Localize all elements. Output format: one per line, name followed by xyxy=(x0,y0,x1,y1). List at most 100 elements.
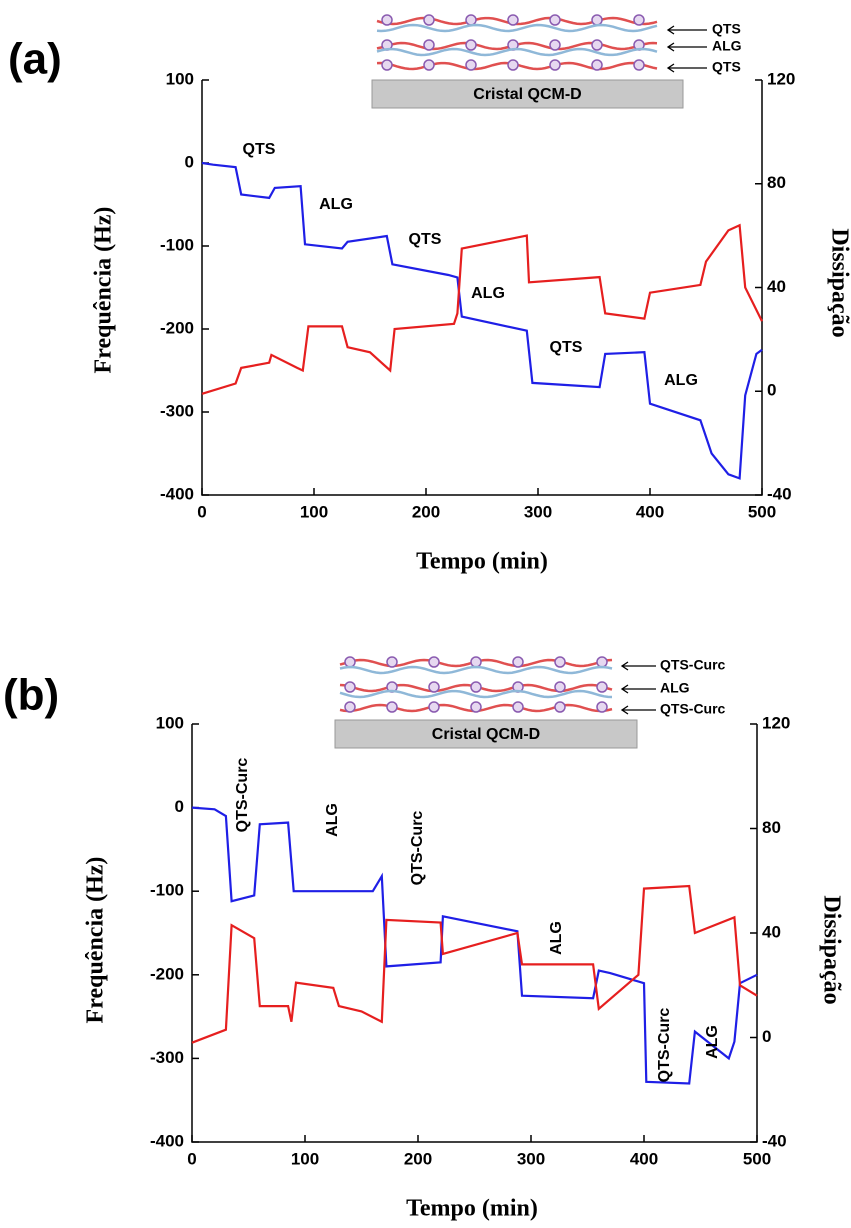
polymer-chain xyxy=(376,47,658,57)
annotation: ALG xyxy=(471,285,505,302)
arrow xyxy=(666,25,707,35)
polymer-chain xyxy=(376,23,658,33)
y-tick-label: -100 xyxy=(150,881,184,900)
drug-particle xyxy=(344,681,356,693)
drug-particle xyxy=(465,39,477,51)
drug-particle xyxy=(386,701,398,713)
arrow xyxy=(620,661,656,671)
drug-particle xyxy=(633,59,645,71)
annotation: ALG xyxy=(548,921,565,955)
drug-particle xyxy=(596,681,608,693)
annotation: QTS xyxy=(409,231,442,248)
x-tick-label: 400 xyxy=(630,1149,658,1168)
y-tick-label: -200 xyxy=(150,964,184,983)
layer-label: ALG xyxy=(660,680,690,696)
drug-particle xyxy=(428,681,440,693)
data-line xyxy=(191,884,758,1044)
y2-axis-title: Dissipação xyxy=(818,895,844,1004)
x-tick-label: 500 xyxy=(743,1149,771,1168)
x-tick-label: 0 xyxy=(197,502,206,521)
drug-particle xyxy=(507,59,519,71)
drug-particle xyxy=(549,59,561,71)
y2-tick-label: 0 xyxy=(762,1027,771,1046)
y-tick-label: -400 xyxy=(160,484,194,503)
drug-particle xyxy=(381,59,393,71)
y-tick-label: -300 xyxy=(160,401,194,420)
y2-tick-label: 80 xyxy=(767,173,786,192)
polymer-chain xyxy=(339,689,613,699)
y2-tick-label: 120 xyxy=(762,713,790,732)
annotation: ALG xyxy=(704,1025,721,1059)
y-tick-label: 100 xyxy=(166,69,194,88)
y-tick-label: 100 xyxy=(156,713,184,732)
annotation: QTS xyxy=(550,339,583,356)
drug-particle xyxy=(381,14,393,26)
drug-particle xyxy=(554,656,566,668)
drug-particle xyxy=(428,701,440,713)
panel-label: (a) xyxy=(8,35,62,84)
drug-particle xyxy=(549,14,561,26)
data-line xyxy=(201,161,763,480)
drug-particle xyxy=(465,14,477,26)
drug-particle xyxy=(512,656,524,668)
data-line xyxy=(201,223,763,395)
annotation: QTS xyxy=(243,141,276,158)
drug-particle xyxy=(423,14,435,26)
drug-particle xyxy=(591,59,603,71)
drug-particle xyxy=(591,14,603,26)
y-axis-title: Frequência (Hz) xyxy=(83,857,109,1024)
annotation: QTS-Curc xyxy=(234,758,251,833)
drug-particle xyxy=(470,656,482,668)
arrow xyxy=(666,63,707,73)
y2-tick-label: 120 xyxy=(767,69,795,88)
layer-label: QTS xyxy=(712,21,741,37)
drug-particle xyxy=(596,656,608,668)
x-tick-label: 500 xyxy=(748,502,776,521)
drug-particle xyxy=(512,701,524,713)
x-axis-title: Tempo (min) xyxy=(416,549,548,575)
layer-label: QTS-Curc xyxy=(660,701,726,717)
x-tick-label: 300 xyxy=(524,502,552,521)
y2-tick-label: 40 xyxy=(762,922,781,941)
y-tick-label: -300 xyxy=(150,1048,184,1067)
drug-particle xyxy=(344,656,356,668)
crystal xyxy=(371,79,684,109)
y-tick-label: 0 xyxy=(185,152,194,171)
y-axis-title: Frequência (Hz) xyxy=(91,207,117,374)
drug-particle xyxy=(423,59,435,71)
x-tick-label: 200 xyxy=(412,502,440,521)
annotation: ALG xyxy=(664,372,698,389)
annotation: ALG xyxy=(324,803,341,837)
crystal-label: Cristal QCM-D xyxy=(432,726,540,743)
x-axis-title: Tempo (min) xyxy=(406,1196,538,1222)
layer-label: QTS xyxy=(712,59,741,75)
crystal-label: Cristal QCM-D xyxy=(473,86,581,103)
drug-particle xyxy=(591,39,603,51)
y-tick-label: -200 xyxy=(160,318,194,337)
y-tick-label: -100 xyxy=(160,235,194,254)
drug-particle xyxy=(554,701,566,713)
drug-particle xyxy=(554,681,566,693)
y2-tick-label: 80 xyxy=(762,818,781,837)
y2-tick-label: -40 xyxy=(767,484,792,503)
x-tick-label: 0 xyxy=(187,1149,196,1168)
y2-tick-label: 40 xyxy=(767,277,786,296)
panel-label: (b) xyxy=(3,671,59,720)
y2-tick-label: 0 xyxy=(767,381,776,400)
annotation: ALG xyxy=(319,196,353,213)
drug-particle xyxy=(470,701,482,713)
y-tick-label: 0 xyxy=(175,797,184,816)
layer-label: QTS-Curc xyxy=(660,657,726,673)
x-tick-label: 400 xyxy=(636,502,664,521)
y2-tick-label: -40 xyxy=(762,1131,787,1150)
arrow xyxy=(620,684,656,694)
annotation: QTS-Curc xyxy=(656,1008,673,1083)
x-tick-label: 100 xyxy=(300,502,328,521)
drug-particle xyxy=(507,14,519,26)
drug-particle xyxy=(596,701,608,713)
y2-axis-title: Dissipação xyxy=(826,228,851,337)
polymer-chain xyxy=(339,665,613,675)
drug-particle xyxy=(344,701,356,713)
x-tick-label: 100 xyxy=(291,1149,319,1168)
